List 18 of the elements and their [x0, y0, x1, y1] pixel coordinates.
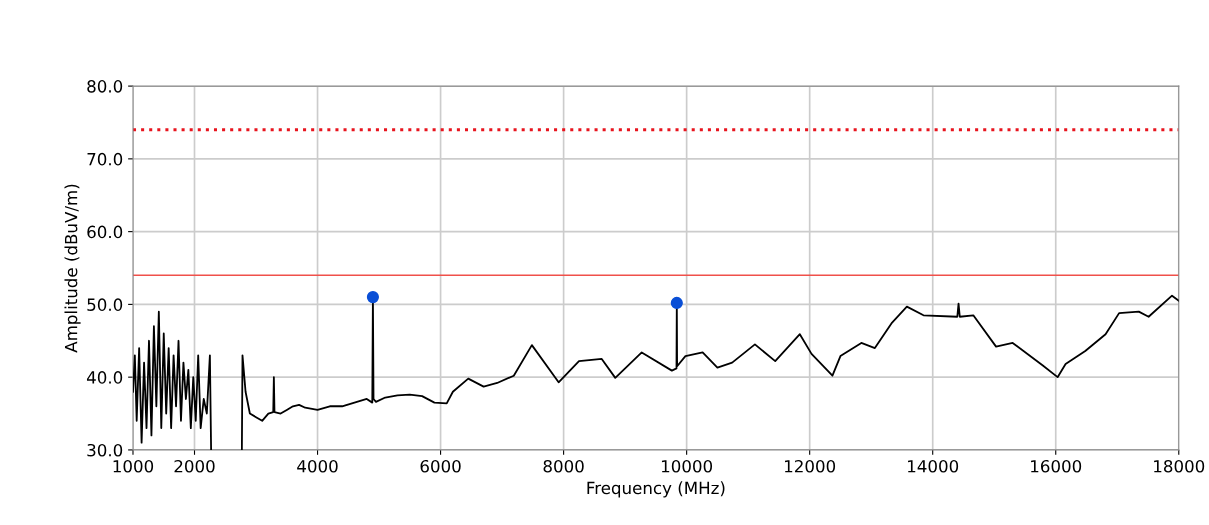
x-tick-label: 14000: [908, 459, 959, 473]
y-tick-label: 40.0: [86, 371, 123, 384]
x-tick-label: 8000: [543, 459, 584, 473]
y-tick-label: 50.0: [87, 298, 123, 311]
x-tick-label: 2000: [174, 459, 215, 473]
x-tick-label: 12000: [784, 459, 836, 473]
x-tick-label: 6000: [420, 459, 461, 473]
y-tick-label: 60.0: [87, 225, 123, 239]
x-tick-label: 1000: [113, 459, 154, 473]
x-tick-label: 18000: [1154, 459, 1205, 473]
x-tick-label: 4000: [297, 459, 338, 473]
x-tick-label: 16000: [1031, 459, 1082, 473]
y-tick-label: 30.0: [87, 443, 123, 457]
x-axis-title: Frequency (MHz): [587, 481, 725, 498]
y-tick-label: 80.0: [87, 80, 123, 93]
y-axis-title: Amplitude (dBuV/m): [64, 184, 81, 353]
y-tick-label: 70.0: [87, 152, 123, 166]
x-tick-label: 10000: [661, 459, 713, 473]
